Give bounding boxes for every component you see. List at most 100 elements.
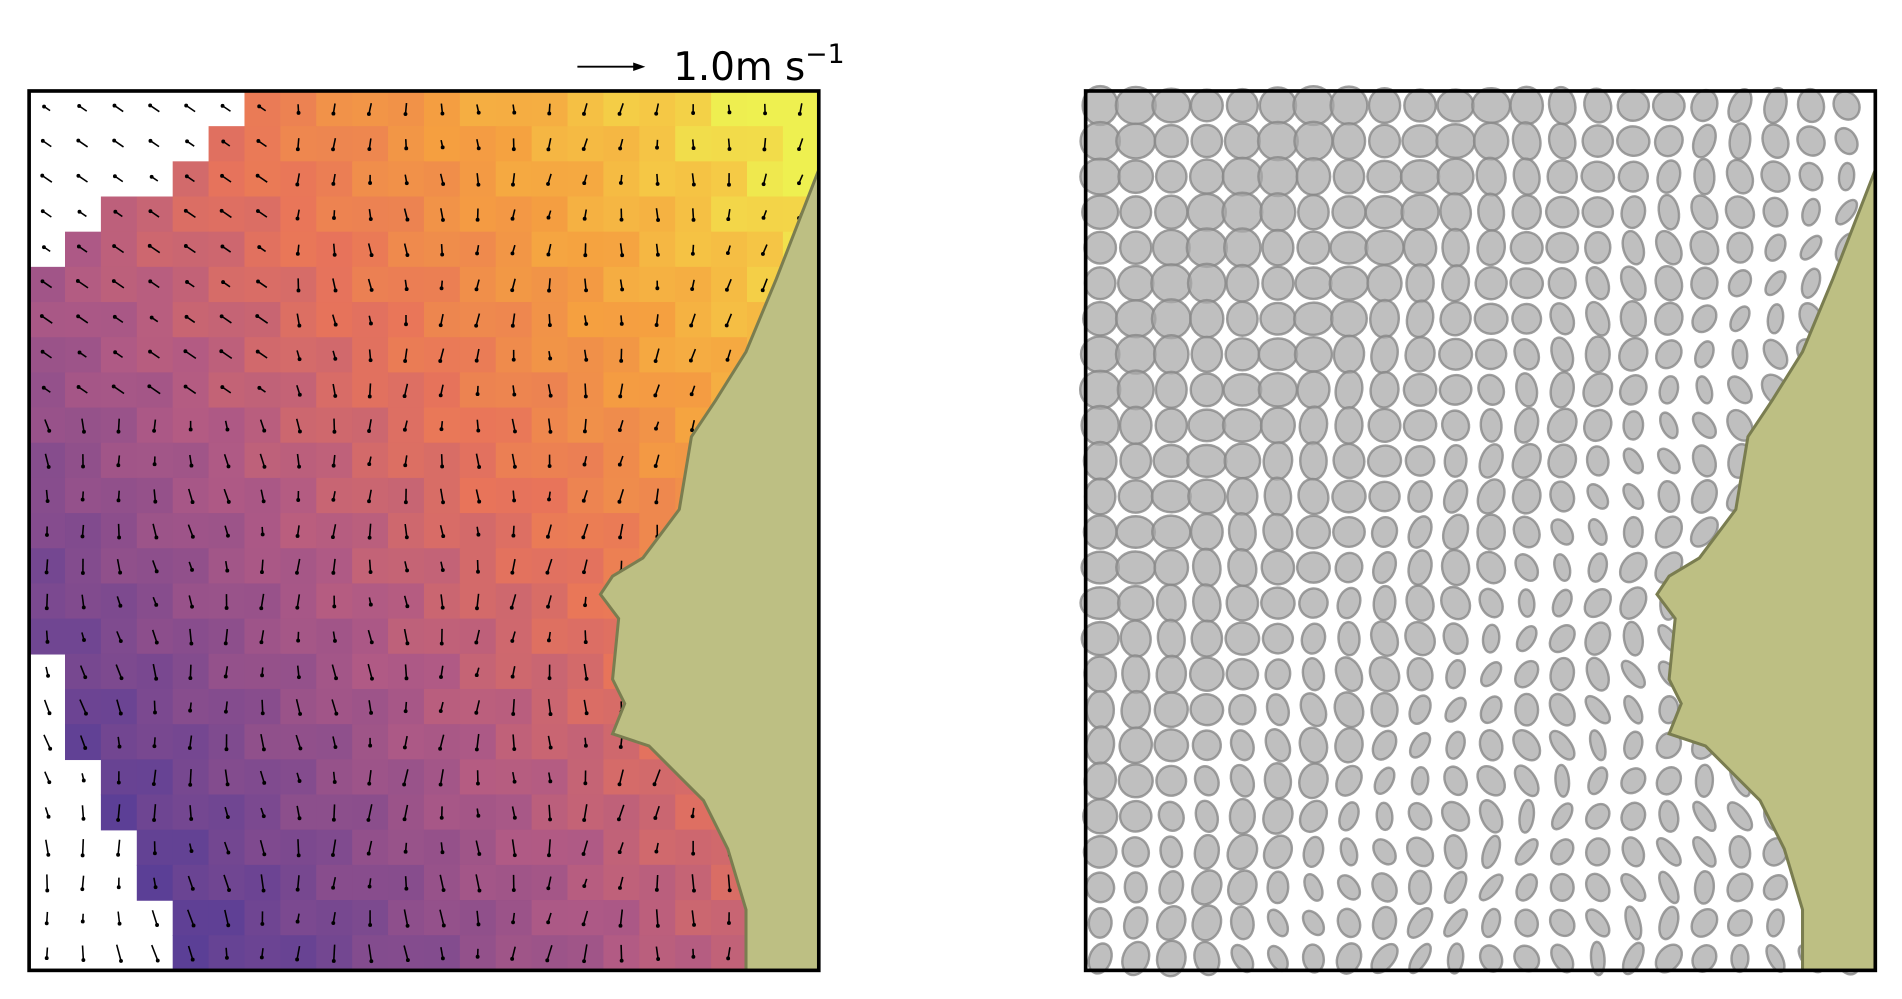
velocity-arrow (81, 875, 85, 890)
variance-ellipse (1116, 264, 1155, 302)
variance-ellipse (1221, 407, 1263, 443)
velocity-arrow (45, 839, 50, 855)
velocity-arrow (296, 558, 301, 573)
velocity-arrow (331, 664, 337, 679)
velocity-arrow-head (547, 497, 551, 502)
variance-ellipse (1549, 838, 1575, 866)
velocity-arrow-head (619, 321, 624, 326)
variance-ellipse (1584, 872, 1611, 903)
velocity-arrow-head (438, 393, 443, 398)
velocity-arrow-head (116, 852, 121, 857)
velocity-arrow (81, 418, 85, 432)
velocity-arrow (583, 944, 588, 962)
velocity-arrow-head (75, 279, 80, 283)
velocity-arrow (511, 946, 516, 960)
variance-ellipse (1588, 729, 1607, 762)
velocity-arrow-head (404, 535, 409, 540)
velocity-arrow-head (512, 747, 517, 751)
velocity-arrow (654, 454, 660, 467)
variance-ellipse (1479, 661, 1503, 688)
velocity-arrow (332, 278, 337, 291)
velocity-arrow-head (474, 673, 479, 678)
velocity-arrow-head (511, 357, 516, 362)
velocity-arrow-head (619, 217, 624, 222)
velocity-arrow (115, 664, 123, 679)
velocity-arrow-head (331, 463, 336, 468)
velocity-arrow-head (439, 641, 444, 646)
velocity-arrow-head (510, 674, 515, 679)
variance-ellipse (1512, 729, 1542, 762)
velocity-arrow (368, 419, 372, 432)
variance-ellipse (1366, 263, 1403, 303)
velocity-arrow (619, 243, 623, 256)
variance-ellipse (1223, 227, 1262, 269)
velocity-arrow-head (439, 675, 443, 679)
variance-ellipse (1295, 551, 1331, 584)
variance-ellipse (1550, 518, 1575, 546)
velocity-arrow (475, 348, 480, 361)
variance-ellipse (1406, 656, 1434, 692)
velocity-arrow (45, 593, 49, 609)
variance-ellipse (1620, 767, 1647, 795)
variance-ellipse (1585, 266, 1611, 301)
variance-ellipse (1655, 339, 1683, 370)
variance-ellipse (1513, 407, 1540, 444)
velocity-arrow-head (653, 816, 658, 820)
panel-frame (1083, 89, 1878, 973)
velocity-arrow-head (295, 887, 300, 892)
variance-ellipse (1371, 905, 1398, 941)
velocity-arrow-head (260, 673, 265, 678)
variance-ellipse (1338, 801, 1360, 832)
variance-ellipse (1266, 870, 1290, 905)
velocity-arrow-head (255, 314, 260, 318)
variance-ellipse (1580, 160, 1616, 193)
velocity-arrow (761, 278, 768, 291)
variance-ellipse (1547, 266, 1577, 300)
velocity-arrow (79, 699, 87, 714)
velocity-arrow-head (153, 499, 158, 504)
velocity-arrow (117, 523, 120, 538)
velocity-arrow-head (655, 923, 660, 928)
velocity-arrow-head (155, 923, 159, 927)
velocity-arrow-head (582, 959, 587, 964)
velocity-arrow-head (654, 323, 659, 327)
velocity-arrow-head (367, 499, 371, 504)
velocity-arrow-head (190, 567, 194, 572)
variance-ellipse (1404, 620, 1436, 657)
velocity-arrow-head (760, 251, 765, 256)
velocity-arrow (116, 558, 121, 573)
variance-ellipse (1618, 336, 1649, 372)
variance-ellipse (1118, 405, 1153, 446)
variance-ellipse (1798, 161, 1824, 192)
velocity-arrow (189, 769, 192, 785)
variance-ellipse (1405, 584, 1435, 622)
velocity-arrow-head (441, 217, 445, 222)
velocity-arrow-head (760, 288, 765, 293)
velocity-arrow (187, 488, 194, 503)
variance-ellipse (1445, 730, 1466, 760)
variance-ellipse (1329, 299, 1368, 338)
velocity-arrow (368, 944, 373, 962)
velocity-arrow (332, 944, 336, 961)
variance-ellipse (1550, 802, 1574, 831)
velocity-arrow-head (655, 252, 660, 257)
velocity-arrow-head (119, 676, 124, 681)
velocity-arrow-head (76, 244, 81, 249)
velocity-arrow (547, 735, 552, 748)
velocity-arrow-head (477, 888, 482, 893)
velocity-arrow-head (727, 921, 731, 925)
velocity-arrow-head (225, 815, 230, 819)
velocity-arrow-head (654, 500, 659, 505)
variance-ellipse (1194, 799, 1220, 833)
variance-ellipse (1082, 300, 1119, 337)
variance-ellipse (1123, 871, 1148, 904)
variance-ellipse (1691, 444, 1718, 478)
variance-ellipse (1115, 550, 1157, 585)
velocity-arrow (79, 665, 86, 678)
velocity-arrow-head (370, 676, 374, 681)
velocity-arrow-head (477, 465, 482, 469)
variance-ellipse (1257, 337, 1299, 372)
variance-ellipse (1479, 407, 1503, 443)
velocity-arrow-head (225, 782, 230, 787)
velocity-arrow-head (548, 429, 553, 434)
